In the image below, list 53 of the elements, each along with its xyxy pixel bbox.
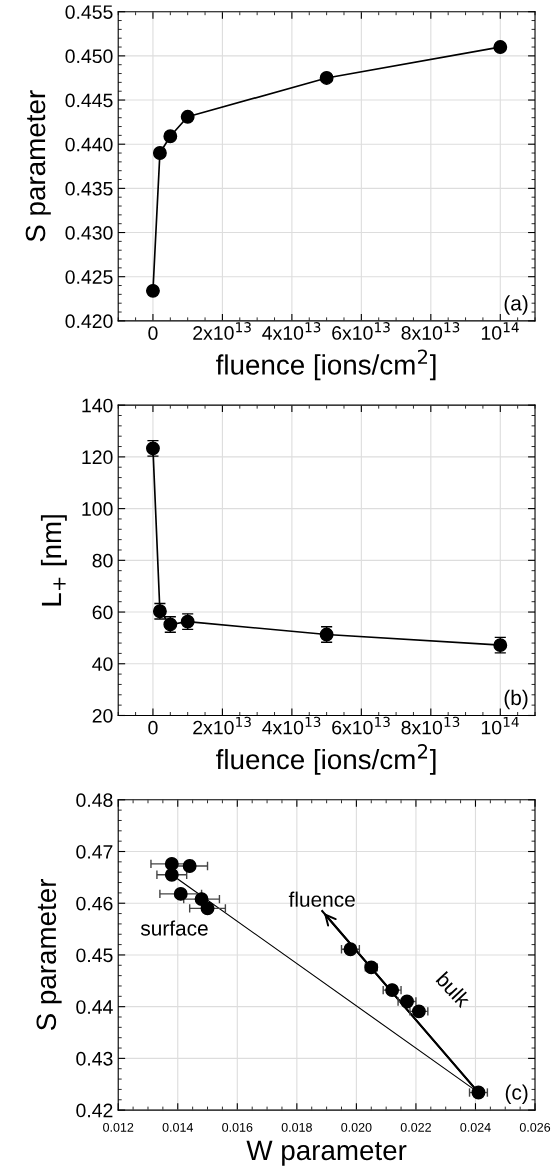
y-tick-label: 0.47 xyxy=(76,844,113,859)
y-tick-label: 0.455 xyxy=(65,5,113,19)
annotation: (b) xyxy=(504,689,528,710)
y-tick-label: 100 xyxy=(82,502,113,516)
y-tick-label: 0.43 xyxy=(76,1051,113,1066)
y-tick-label: 140 xyxy=(82,398,113,413)
x-tick-label: 6x10$^{13}$ xyxy=(332,322,390,340)
y-tick-label: 0.44 xyxy=(76,1000,113,1014)
y-tick-label: 40 xyxy=(92,657,113,671)
y-tick-label: 0.425 xyxy=(65,270,113,284)
x-tick-label: 0.020 xyxy=(341,1122,372,1132)
y-axis-title: S parameter xyxy=(25,90,51,242)
x-axis-title: W parameter xyxy=(246,1140,407,1166)
y-tick-label: 0.435 xyxy=(65,181,113,196)
y-tick-label: 0.42 xyxy=(76,1103,113,1118)
x-tick-label: 8x10$^{13}$ xyxy=(401,716,460,735)
x-tick-label: 0.014 xyxy=(162,1122,194,1132)
x-tick-label: 0.024 xyxy=(460,1122,491,1132)
y-tick-label: 0.420 xyxy=(65,314,113,329)
y-tick-label: 20 xyxy=(92,708,113,723)
x-tick-label: 0.022 xyxy=(400,1122,431,1132)
y-tick-label: 0.440 xyxy=(65,137,113,152)
x-tick-label: 0.016 xyxy=(222,1122,253,1132)
x-axis-title: fluence [ions/cm$^{2}$] xyxy=(216,744,436,775)
x-tick-label: 0.012 xyxy=(103,1122,134,1132)
annotation: fluence xyxy=(288,891,355,907)
x-tick-label: 0 xyxy=(148,720,158,735)
y-tick-label: 60 xyxy=(92,605,113,620)
x-tick-label: 4x10$^{13}$ xyxy=(262,322,321,340)
y-tick-label: 0.48 xyxy=(76,793,113,808)
y-axis-title: L$_{+}$ [nm] xyxy=(40,515,67,606)
annotation: (c) xyxy=(505,1084,528,1104)
x-tick-label: 2x10$^{13}$ xyxy=(193,322,251,340)
x-axis-title: fluence [ions/cm$^{2}$] xyxy=(216,349,436,381)
annotation: surface xyxy=(140,920,208,936)
x-tick-label: 4x10$^{13}$ xyxy=(262,716,321,735)
y-tick-label: 80 xyxy=(92,553,113,568)
x-tick-label: 2x10$^{13}$ xyxy=(193,716,251,735)
y-tick-label: 0.45 xyxy=(76,948,113,963)
x-tick-label: 0.018 xyxy=(281,1122,312,1132)
x-tick-label: 6x10$^{13}$ xyxy=(332,716,390,735)
y-tick-label: 120 xyxy=(82,450,113,465)
y-tick-label: 0.445 xyxy=(65,93,113,108)
y-tick-label: 0.46 xyxy=(76,896,113,911)
x-tick-label: 0 xyxy=(148,326,158,340)
x-tick-label: 10$^{14}$ xyxy=(481,322,519,340)
y-tick-label: 0.450 xyxy=(65,49,113,64)
x-tick-label: 0.026 xyxy=(519,1122,551,1132)
y-axis-title: S parameter xyxy=(36,878,62,1031)
annotation: (a) xyxy=(504,295,528,315)
x-tick-label: 8x10$^{13}$ xyxy=(401,322,460,340)
x-tick-label: 10$^{14}$ xyxy=(481,716,519,735)
y-tick-label: 0.430 xyxy=(65,226,113,240)
